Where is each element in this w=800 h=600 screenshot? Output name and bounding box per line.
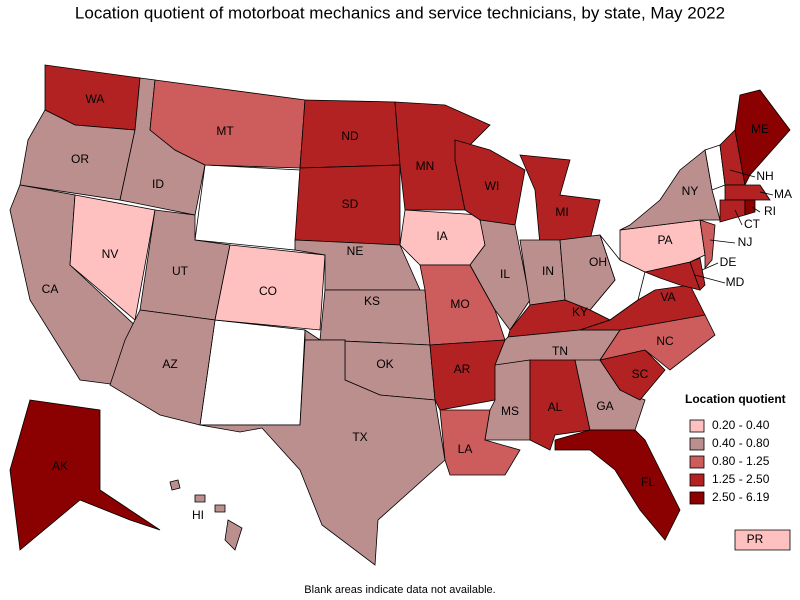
map-title: Location quotient of motorboat mechanics… xyxy=(75,3,725,22)
state-label: NJ xyxy=(738,235,753,249)
state-blank xyxy=(199,319,306,426)
state-label: GA xyxy=(596,399,613,413)
state xyxy=(724,184,771,201)
leader-line xyxy=(701,262,719,271)
state-label: PR xyxy=(747,532,764,546)
state-label: ND xyxy=(341,129,359,143)
state-label: MD xyxy=(726,275,745,289)
state-blank xyxy=(194,164,301,251)
state xyxy=(719,199,746,223)
state-label: OH xyxy=(589,255,607,269)
legend-swatch xyxy=(689,491,705,505)
state-label: MO xyxy=(450,297,469,311)
legend-swatch xyxy=(689,437,705,451)
state-label: VA xyxy=(660,290,675,304)
state-label: ID xyxy=(152,177,164,191)
state xyxy=(689,257,706,291)
state-label: OK xyxy=(376,357,393,371)
legend-label: 0.40 - 0.80 xyxy=(712,436,770,450)
state xyxy=(734,529,791,551)
state xyxy=(429,339,506,411)
state-label: MS xyxy=(501,404,519,418)
state-label: AZ xyxy=(162,357,177,371)
state-label: RI xyxy=(764,204,776,218)
state xyxy=(554,429,681,541)
state-label: CO xyxy=(259,284,277,298)
legend-label: 2.50 - 6.19 xyxy=(712,490,770,504)
state-label: SD xyxy=(342,197,359,211)
state xyxy=(109,309,216,426)
state-label: AR xyxy=(454,362,471,376)
leader-line xyxy=(759,191,774,196)
state xyxy=(199,339,446,566)
leader-line xyxy=(734,209,743,226)
state-label: DE xyxy=(720,255,737,269)
state-label: NC xyxy=(656,334,674,348)
state-label: IA xyxy=(436,229,447,243)
state-label: KS xyxy=(364,294,380,308)
state xyxy=(734,89,791,187)
state-label: MA xyxy=(774,187,792,201)
footnote: Blank areas indicate data not available. xyxy=(304,584,495,596)
state xyxy=(619,149,721,231)
state xyxy=(9,399,161,551)
state xyxy=(744,199,756,216)
legend: 0.20 - 0.40 0.40 - 0.80 0.80 - 1.25 1.25 - … xyxy=(689,418,770,505)
state xyxy=(169,479,243,551)
state-label: SC xyxy=(632,367,649,381)
state-label: LA xyxy=(458,442,473,456)
state-label: KY xyxy=(572,305,588,319)
state-label: IL xyxy=(500,267,510,281)
state-label: OR xyxy=(71,152,89,166)
states: WA OR CA NV ID MT UT CO AZ ND SD NE KS OK TX MN IA MO AR LA… xyxy=(9,64,792,566)
legend-swatch xyxy=(689,473,705,487)
legend-title: Location quotient xyxy=(685,392,786,406)
legend-swatch xyxy=(689,419,705,433)
state-label: NE xyxy=(347,244,364,258)
legend-label: 0.80 - 1.25 xyxy=(712,454,770,468)
state-label: TX xyxy=(352,430,367,444)
state xyxy=(559,234,616,311)
state-label: AK xyxy=(52,459,68,473)
legend-label: 0.20 - 0.40 xyxy=(712,418,770,432)
state-label: CT xyxy=(744,217,761,231)
state-label: UT xyxy=(172,264,189,278)
state-label: NY xyxy=(682,184,699,198)
state xyxy=(579,284,706,331)
legend-label: 1.25 - 2.50 xyxy=(712,472,770,486)
state xyxy=(214,244,326,331)
leader-line xyxy=(709,239,736,244)
state-label: CA xyxy=(42,282,59,296)
leader-line xyxy=(694,274,726,284)
state-label: HI xyxy=(192,508,204,522)
legend-swatch xyxy=(689,455,705,469)
state-label: AL xyxy=(548,400,563,414)
state-label: NV xyxy=(102,247,119,261)
state xyxy=(519,154,601,246)
state xyxy=(469,219,531,331)
state-label: NH xyxy=(756,169,773,183)
state-label: WA xyxy=(86,92,105,106)
state-label: MI xyxy=(555,205,568,219)
state-label: ME xyxy=(751,122,769,136)
state-label: PA xyxy=(657,233,672,247)
state-label: MT xyxy=(216,124,234,138)
state-label: MN xyxy=(416,159,435,173)
state-label: WI xyxy=(485,179,500,193)
leader-line xyxy=(729,169,756,178)
state xyxy=(699,219,716,270)
state-label: FL xyxy=(641,475,655,489)
state-label: TN xyxy=(552,344,568,358)
leader-line xyxy=(751,206,761,213)
state-label: IN xyxy=(542,264,554,278)
